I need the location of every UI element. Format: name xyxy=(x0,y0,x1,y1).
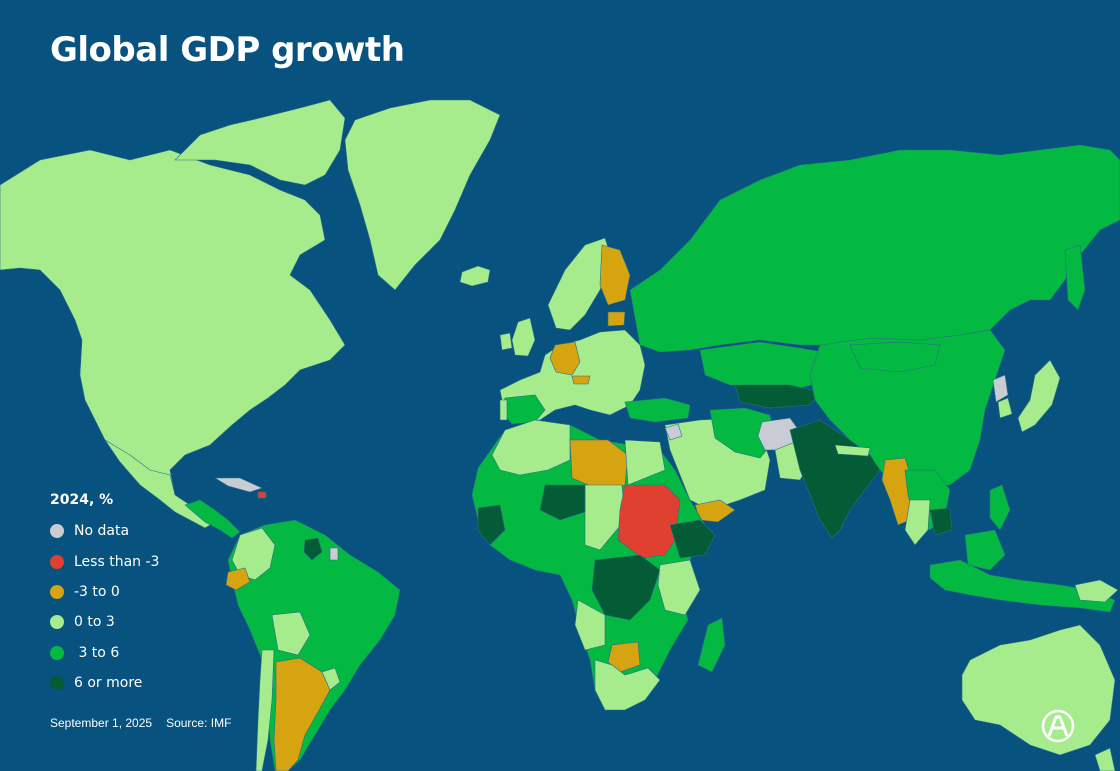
region-colombia xyxy=(231,527,276,581)
region-nepal xyxy=(834,444,871,457)
region-russia xyxy=(629,144,1120,353)
region-argentina xyxy=(273,657,331,771)
region-indonesia xyxy=(929,559,1116,613)
region-cuba xyxy=(213,477,263,493)
region-north-america xyxy=(0,149,346,501)
legend-item-6-or-more: 6 or more xyxy=(50,668,159,698)
region-niger xyxy=(539,484,586,521)
region-south-korea xyxy=(997,397,1013,419)
region-chile xyxy=(255,649,275,771)
region-lebanon xyxy=(664,423,683,441)
region-angola xyxy=(574,599,606,651)
region-cambodia xyxy=(929,507,953,536)
region-senegal xyxy=(477,504,506,546)
region-uzbekistan xyxy=(734,384,821,409)
region-ecuador xyxy=(225,567,251,591)
region-drc xyxy=(591,554,661,621)
legend-swatch-less-than-minus-3 xyxy=(50,554,64,569)
legend-swatch-0-to-3 xyxy=(50,615,64,630)
legend-item-minus-3-to-0: -3 to 0 xyxy=(50,577,159,607)
region-china xyxy=(809,329,1006,491)
legend-label-no-data: No data xyxy=(74,523,130,540)
legend-label-less-than-minus-3: Less than -3 xyxy=(74,553,160,570)
region-turkey xyxy=(624,397,691,423)
region-north-africa xyxy=(491,419,571,476)
legend-item-3-to-6: 3 to 6 xyxy=(50,638,159,668)
region-bolivia xyxy=(271,611,311,656)
legend-title: 2024, % xyxy=(50,492,114,508)
footer-date: September 1, 2025 xyxy=(50,716,153,730)
region-chad xyxy=(584,484,626,551)
footer-source: Source: IMF xyxy=(166,716,232,730)
footer: September 1, 2025 Source: IMF xyxy=(50,716,231,730)
region-austria xyxy=(571,375,591,385)
region-philippines xyxy=(989,484,1011,531)
legend-swatch-6-or-more xyxy=(50,676,64,691)
region-germany xyxy=(549,341,581,376)
region-australia xyxy=(961,624,1116,756)
legend-swatch-no-data xyxy=(50,524,64,539)
legend-label-3-to-6: 3 to 6 xyxy=(74,644,120,661)
region-mongolia xyxy=(849,341,941,373)
region-east-africa xyxy=(657,559,701,616)
region-north-korea xyxy=(992,374,1009,403)
region-zimbabwe xyxy=(607,641,641,673)
region-japan xyxy=(1017,359,1061,433)
legend-item-less-than-minus-3: Less than -3 xyxy=(50,546,159,576)
region-guyana xyxy=(303,537,323,561)
legend-label-0-to-3: 0 to 3 xyxy=(74,614,115,631)
region-ethiopia xyxy=(669,519,716,559)
legend-swatch-3-to-6 xyxy=(50,645,64,660)
region-uk xyxy=(511,317,536,357)
region-finland xyxy=(599,244,631,306)
region-greenland xyxy=(344,99,501,291)
region-french-guiana xyxy=(329,547,339,561)
region-thailand xyxy=(904,499,931,546)
legend-item-no-data: No data xyxy=(50,516,159,546)
region-egypt xyxy=(624,439,666,486)
legend-item-0-to-3: 0 to 3 xyxy=(50,607,159,637)
legend-label-6-or-more: 6 or more xyxy=(74,675,143,692)
region-arctic-islands xyxy=(174,99,346,186)
region-sudan xyxy=(617,484,681,559)
aa-agency-logo-icon xyxy=(1041,709,1075,743)
legend-swatch-minus-3-to-0 xyxy=(50,584,64,599)
region-borneo xyxy=(964,529,1006,571)
region-png xyxy=(1074,579,1119,603)
region-haiti xyxy=(257,491,267,499)
region-latvia xyxy=(607,311,626,327)
region-madagascar xyxy=(697,617,726,673)
legend-label-minus-3-to-0: -3 to 0 xyxy=(74,583,120,600)
region-sakhalin xyxy=(1064,244,1086,311)
legend: 2024, % No data Less than -3 -3 to 0 0 t… xyxy=(50,492,159,698)
region-south-africa xyxy=(594,659,661,711)
region-uruguay xyxy=(321,667,341,691)
region-new-zealand xyxy=(1094,747,1116,771)
region-central-america xyxy=(184,499,241,539)
region-iceland xyxy=(459,265,491,287)
page-title: Global GDP growth xyxy=(50,30,405,70)
region-portugal xyxy=(499,399,508,421)
region-ireland xyxy=(499,332,513,351)
